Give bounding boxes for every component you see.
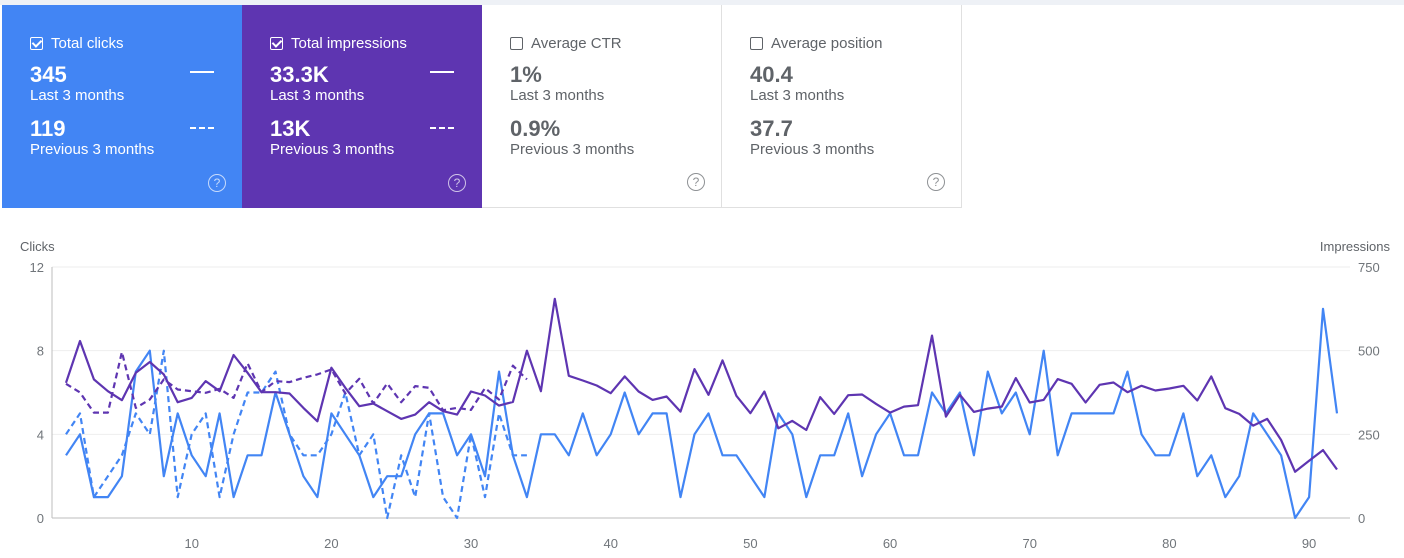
left-tick-label: 12 <box>30 260 44 275</box>
card-value-label: Last 3 months <box>30 87 125 104</box>
dashed-line-legend-icon <box>430 127 454 129</box>
card-prev-label: Previous 3 months <box>750 141 875 158</box>
x-tick-label: 80 <box>1162 536 1176 551</box>
card-value: 1% <box>510 62 542 87</box>
x-tick-label: 70 <box>1022 536 1036 551</box>
card-title: Total impressions <box>291 34 407 52</box>
left-tick-label: 8 <box>37 344 44 359</box>
card-prev-value: 13K <box>270 116 311 141</box>
card-total-impressions[interactable]: Total impressions 33.3K Last 3 months 13… <box>242 5 482 208</box>
card-average-ctr[interactable]: Average CTR 1% Last 3 months 0.9% Previo… <box>482 5 722 208</box>
left-tick-label: 0 <box>37 511 44 526</box>
checkbox-checked-icon[interactable] <box>30 36 43 50</box>
help-icon[interactable]: ? <box>448 174 466 192</box>
card-title: Average CTR <box>531 34 622 52</box>
card-title: Total clicks <box>51 34 124 52</box>
dashed-line-legend-icon <box>190 127 214 129</box>
right-tick-label: 250 <box>1358 427 1380 442</box>
card-value: 40.4 <box>750 62 793 87</box>
card-value-label: Last 3 months <box>270 87 365 104</box>
right-tick-label: 750 <box>1358 260 1380 275</box>
x-tick-label: 20 <box>324 536 338 551</box>
card-prev-label: Previous 3 months <box>270 141 395 158</box>
x-tick-label: 10 <box>184 536 198 551</box>
x-tick-label: 50 <box>743 536 757 551</box>
metric-cards: Total clicks 345 Last 3 months 119 Previ… <box>2 5 962 208</box>
card-value-label: Last 3 months <box>510 87 605 104</box>
card-total-clicks[interactable]: Total clicks 345 Last 3 months 119 Previ… <box>2 5 242 208</box>
help-icon[interactable]: ? <box>687 173 705 191</box>
card-average-position[interactable]: Average position 40.4 Last 3 months 37.7… <box>722 5 962 208</box>
clicks-current-line <box>65 307 1339 520</box>
solid-line-legend-icon <box>190 71 214 73</box>
card-prev-value: 0.9% <box>510 116 561 141</box>
help-icon[interactable]: ? <box>208 174 226 192</box>
clicks-previous-line <box>65 349 527 520</box>
checkbox-unchecked-icon[interactable] <box>750 36 763 50</box>
right-tick-label: 500 <box>1358 344 1380 359</box>
impressions-current-line <box>64 297 1338 473</box>
right-axis-title: Impressions <box>1319 239 1390 254</box>
x-tick-label: 30 <box>464 536 478 551</box>
left-tick-label: 4 <box>37 427 44 442</box>
x-tick-label: 40 <box>603 536 617 551</box>
card-prev-value: 37.7 <box>750 116 793 141</box>
x-tick-label: 90 <box>1302 536 1316 551</box>
impressions-previous-line <box>65 350 528 414</box>
help-icon[interactable]: ? <box>927 173 945 191</box>
left-axis-title: Clicks <box>20 239 55 254</box>
checkbox-checked-icon[interactable] <box>270 36 283 50</box>
solid-line-legend-icon <box>430 71 454 73</box>
card-value-label: Last 3 months <box>750 87 845 104</box>
card-value: 345 <box>30 62 67 87</box>
checkbox-unchecked-icon[interactable] <box>510 36 523 50</box>
card-prev-value: 119 <box>30 116 66 141</box>
card-prev-label: Previous 3 months <box>30 141 155 158</box>
right-tick-label: 0 <box>1358 511 1365 526</box>
card-prev-label: Previous 3 months <box>510 141 635 158</box>
top-strip <box>0 0 1404 5</box>
x-tick-label: 60 <box>883 536 897 551</box>
card-title: Average position <box>771 34 883 52</box>
card-value: 33.3K <box>270 62 329 87</box>
